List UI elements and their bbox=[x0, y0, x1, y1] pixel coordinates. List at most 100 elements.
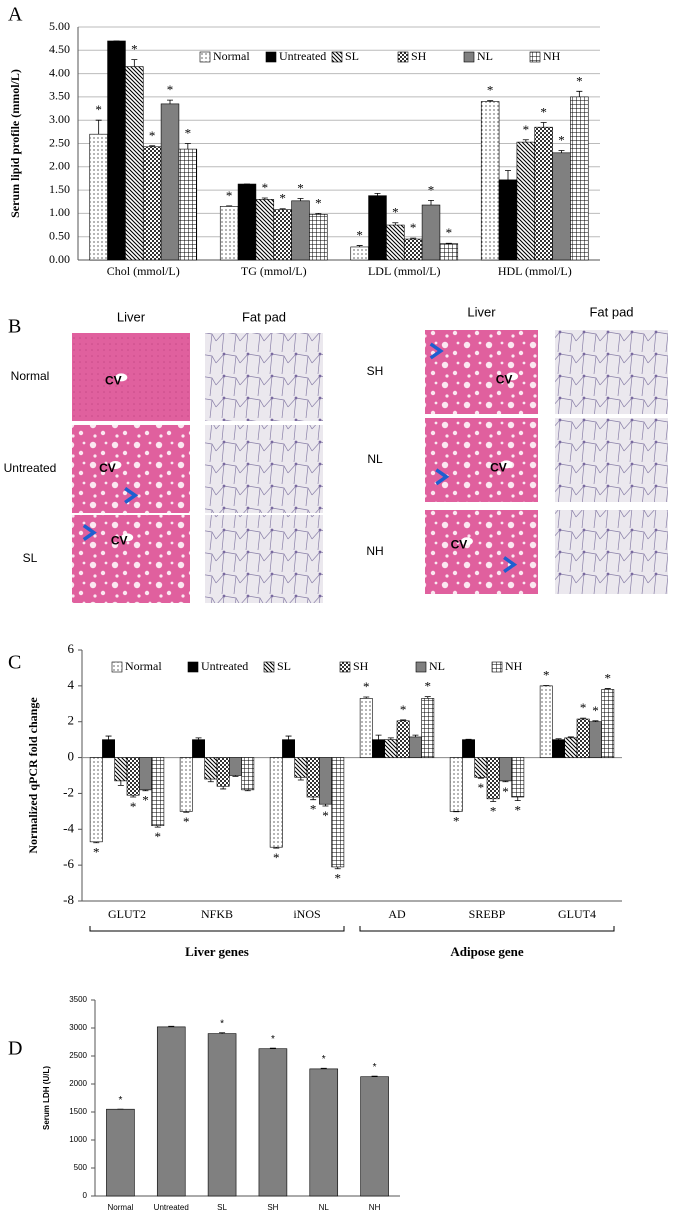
y-tick-label: 1.00 bbox=[49, 205, 70, 219]
bar bbox=[386, 224, 405, 261]
legend-label: SH bbox=[353, 659, 369, 673]
bar bbox=[178, 148, 198, 261]
legend-swatch bbox=[415, 661, 427, 673]
vessel bbox=[121, 533, 134, 542]
group-bracket bbox=[359, 926, 615, 932]
vessel bbox=[460, 537, 473, 546]
error-bar bbox=[167, 99, 174, 104]
fat-pad-image bbox=[555, 510, 668, 594]
bar bbox=[294, 757, 308, 778]
vessel-label: CV bbox=[490, 461, 507, 475]
arrowhead bbox=[435, 468, 450, 486]
significance-mark: * bbox=[373, 1062, 377, 1073]
bar bbox=[241, 757, 255, 791]
bar bbox=[539, 685, 553, 758]
legend-swatch bbox=[265, 51, 277, 63]
error-bar bbox=[232, 775, 239, 777]
error-bar bbox=[297, 777, 304, 781]
bar bbox=[309, 214, 328, 261]
error-bar bbox=[363, 696, 370, 699]
bar bbox=[480, 101, 500, 261]
y-tick-label: 500 bbox=[74, 1163, 88, 1172]
significance-mark: * bbox=[142, 793, 149, 808]
bar bbox=[237, 183, 257, 261]
x-tick-label: NH bbox=[369, 1203, 381, 1212]
significance-mark: * bbox=[490, 803, 497, 818]
bar bbox=[229, 757, 242, 776]
fat-pad-image bbox=[205, 515, 323, 603]
y-tick-label: 4.00 bbox=[49, 65, 70, 79]
x-tick-label: GLUT4 bbox=[558, 907, 596, 921]
bar bbox=[207, 1033, 237, 1197]
bar bbox=[408, 736, 422, 758]
x-tick-label: iNOS bbox=[293, 907, 320, 921]
error-bar bbox=[356, 245, 363, 247]
y-tick-label: 3.50 bbox=[49, 89, 70, 103]
liver-image bbox=[72, 333, 190, 421]
group-bracket bbox=[89, 926, 345, 932]
significance-mark: * bbox=[131, 42, 138, 57]
bar bbox=[360, 1076, 389, 1197]
bar bbox=[306, 757, 320, 798]
significance-mark: * bbox=[322, 808, 329, 823]
x-tick-label: Chol (mmol/L) bbox=[107, 264, 180, 278]
significance-mark: * bbox=[363, 679, 370, 694]
legend-label: NL bbox=[429, 659, 445, 673]
error-bar bbox=[130, 795, 137, 798]
error-bar bbox=[555, 738, 562, 740]
vessel bbox=[115, 373, 128, 382]
row-label: SL bbox=[23, 551, 38, 565]
significance-mark: * bbox=[220, 1018, 224, 1029]
bar bbox=[498, 757, 512, 782]
vessel-label: CV bbox=[496, 373, 513, 387]
y-tick-label: 2000 bbox=[69, 1079, 87, 1088]
x-tick-label: SL bbox=[217, 1203, 227, 1212]
legend-swatch bbox=[339, 661, 351, 673]
arrowhead bbox=[124, 486, 139, 504]
significance-mark: * bbox=[580, 700, 587, 715]
bar bbox=[350, 246, 369, 261]
error-bar bbox=[207, 779, 214, 783]
row-label: NL bbox=[367, 452, 383, 466]
x-tick-label: SH bbox=[267, 1203, 278, 1212]
y-tick-label: 1.50 bbox=[49, 182, 70, 196]
significance-mark: * bbox=[279, 191, 286, 206]
y-tick-label: 0.00 bbox=[49, 252, 70, 266]
significance-mark: * bbox=[576, 73, 583, 88]
bar bbox=[156, 1026, 186, 1197]
fat-pad-image bbox=[555, 330, 668, 414]
bar bbox=[273, 209, 292, 261]
y-tick-label: 0.50 bbox=[49, 228, 70, 242]
bar bbox=[139, 757, 152, 791]
significance-mark: * bbox=[523, 122, 530, 137]
legend-label: NL bbox=[477, 49, 493, 63]
significance-mark: * bbox=[226, 188, 233, 203]
significance-mark: * bbox=[558, 132, 565, 147]
error-bar bbox=[522, 139, 529, 143]
significance-mark: * bbox=[155, 829, 162, 844]
legend-swatch bbox=[529, 51, 541, 63]
y-tick-label: 2500 bbox=[69, 1051, 87, 1060]
error-bar bbox=[154, 825, 161, 828]
fat-pad-image bbox=[205, 333, 323, 421]
bar bbox=[576, 718, 590, 758]
bar bbox=[102, 739, 116, 758]
y-tick-label: 3500 bbox=[69, 995, 87, 1004]
error-bar bbox=[244, 789, 251, 792]
error-bar bbox=[95, 119, 102, 135]
significance-mark: * bbox=[273, 850, 280, 865]
y-tick-label: 3000 bbox=[69, 1023, 87, 1032]
y-tick-label: 0 bbox=[83, 1191, 88, 1200]
bar bbox=[114, 757, 128, 782]
x-tick-label: GLUT2 bbox=[108, 907, 146, 921]
bar bbox=[396, 720, 410, 758]
row-label: SH bbox=[367, 364, 384, 378]
x-tick-label: NFKB bbox=[201, 907, 233, 921]
significance-mark: * bbox=[118, 1095, 122, 1106]
bar bbox=[474, 757, 488, 778]
legend-swatch bbox=[187, 661, 199, 673]
error-bar bbox=[412, 734, 419, 737]
legend-label: Normal bbox=[213, 49, 250, 63]
error-bar bbox=[400, 719, 407, 721]
